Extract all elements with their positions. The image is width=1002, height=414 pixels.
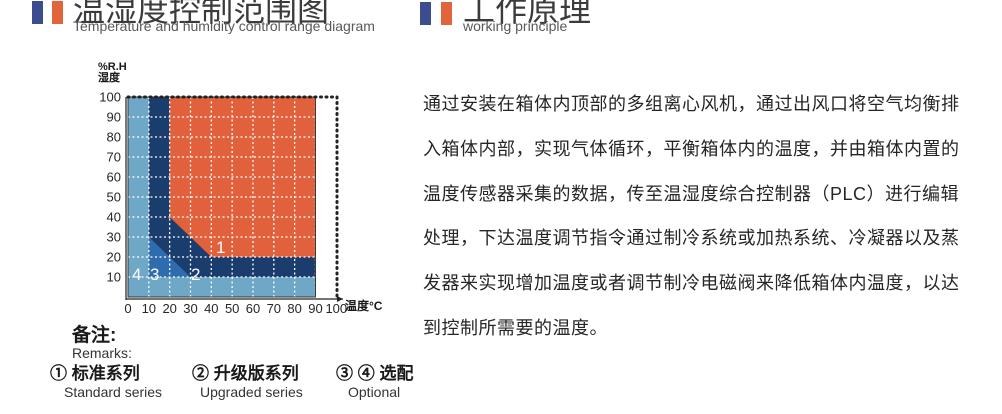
svg-text:70: 70 [267,301,281,316]
svg-text:50: 50 [225,301,239,316]
svg-text:30: 30 [107,230,121,245]
svg-text:80: 80 [287,301,301,316]
svg-text:温度°C: 温度°C [345,298,383,313]
svg-text:20: 20 [162,301,176,316]
svg-text:100: 100 [325,301,347,316]
svg-text:60: 60 [107,170,121,185]
svg-text:4: 4 [132,265,141,284]
svg-text:30: 30 [183,301,197,316]
svg-text:100: 100 [99,90,121,105]
svg-text:10: 10 [107,270,121,285]
svg-text:40: 40 [107,210,121,225]
svg-text:90: 90 [107,110,121,125]
svg-text:50: 50 [107,190,121,205]
svg-text:0: 0 [124,301,131,316]
svg-text:湿度: 湿度 [98,70,121,84]
svg-text:60: 60 [246,301,260,316]
svg-text:10: 10 [142,301,156,316]
svg-text:20: 20 [107,250,121,265]
svg-text:2: 2 [191,265,200,284]
svg-text:70: 70 [107,150,121,165]
svg-text:90: 90 [308,301,322,316]
svg-text:40: 40 [204,301,218,316]
svg-text:80: 80 [107,130,121,145]
svg-text:1: 1 [216,238,225,257]
svg-text:3: 3 [150,265,159,284]
